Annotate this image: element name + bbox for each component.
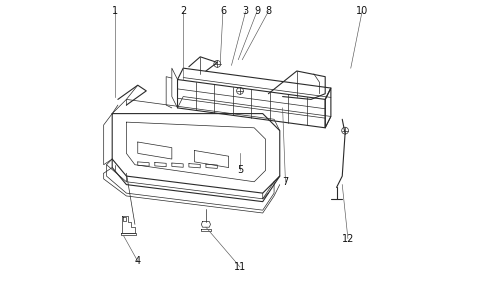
Text: 12: 12 bbox=[342, 233, 354, 244]
Text: 2: 2 bbox=[180, 6, 186, 16]
Text: 3: 3 bbox=[242, 6, 249, 16]
Text: 1: 1 bbox=[112, 6, 118, 16]
Text: 4: 4 bbox=[135, 256, 141, 266]
Text: 8: 8 bbox=[265, 6, 272, 16]
Text: 6: 6 bbox=[220, 6, 226, 16]
Text: 7: 7 bbox=[282, 177, 288, 187]
Text: 11: 11 bbox=[234, 262, 246, 272]
Text: 9: 9 bbox=[254, 6, 260, 16]
Text: 10: 10 bbox=[356, 6, 368, 16]
Text: 5: 5 bbox=[237, 165, 243, 176]
